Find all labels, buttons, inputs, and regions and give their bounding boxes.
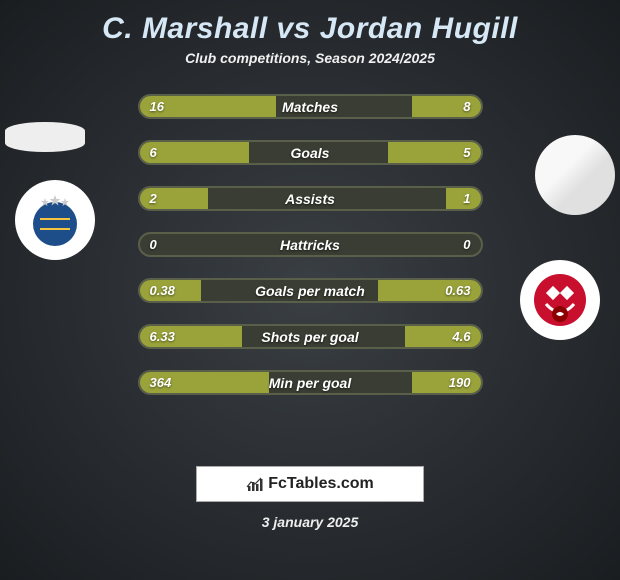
stat-row: 16 8 Matches <box>0 94 620 119</box>
stat-label: Shots per goal <box>261 329 358 345</box>
stat-value-left: 0 <box>150 237 157 252</box>
stat-row: 364 190 Min per goal <box>0 370 620 395</box>
stat-bar: 364 190 Min per goal <box>138 370 483 395</box>
stat-value-left: 6 <box>150 145 157 160</box>
team-right-crest <box>520 260 600 340</box>
page-subtitle: Club competitions, Season 2024/2025 <box>0 50 620 66</box>
stat-bar: 6.33 4.6 Shots per goal <box>138 324 483 349</box>
stat-label: Matches <box>282 99 338 115</box>
stat-label: Goals <box>291 145 330 161</box>
page-title: C. Marshall vs Jordan Hugill <box>0 0 620 46</box>
footer-date: 3 january 2025 <box>262 514 359 530</box>
stat-value-left: 6.33 <box>150 329 175 344</box>
stat-bar: 2 1 Assists <box>138 186 483 211</box>
stat-value-left: 2 <box>150 191 157 206</box>
stat-label: Goals per match <box>255 283 365 299</box>
stat-row: 0 0 Hattricks <box>0 232 620 257</box>
stat-value-right: 0 <box>463 237 470 252</box>
stat-bar: 0.38 0.63 Goals per match <box>138 278 483 303</box>
stat-value-right: 1 <box>463 191 470 206</box>
stat-label: Min per goal <box>269 375 351 391</box>
stat-value-left: 16 <box>150 99 164 114</box>
stat-label: Hattricks <box>280 237 340 253</box>
stat-value-right: 8 <box>463 99 470 114</box>
footer-brand-badge: FcTables.com <box>196 466 424 502</box>
stat-value-left: 0.38 <box>150 283 175 298</box>
crest-right-icon <box>530 270 590 330</box>
stat-bar: 6 5 Goals <box>138 140 483 165</box>
stat-value-right: 5 <box>463 145 470 160</box>
stat-bar: 16 8 Matches <box>138 94 483 119</box>
stat-value-left: 364 <box>150 375 172 390</box>
crest-left-icon <box>25 190 85 250</box>
stat-bar: 0 0 Hattricks <box>138 232 483 257</box>
stat-bars: 16 8 Matches 6 5 Goals 2 1 Assists 0 0 Hattricks 0.3… <box>0 94 620 395</box>
stat-value-right: 190 <box>449 375 471 390</box>
footer-brand-text: FcTables.com <box>268 475 374 493</box>
stat-label: Assists <box>285 191 335 207</box>
player-left-avatar <box>5 122 85 152</box>
stat-row: 6 5 Goals <box>0 140 620 165</box>
stat-row: 6.33 4.6 Shots per goal <box>0 324 620 349</box>
stat-value-right: 4.6 <box>452 329 470 344</box>
team-left-crest <box>15 180 95 260</box>
player-right-avatar <box>535 135 615 215</box>
stat-value-right: 0.63 <box>445 283 470 298</box>
bar-chart-icon <box>246 476 264 492</box>
